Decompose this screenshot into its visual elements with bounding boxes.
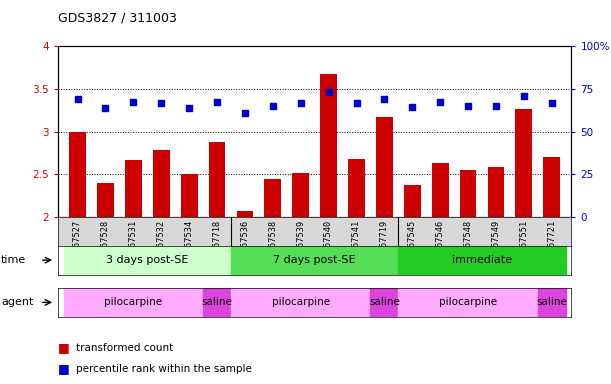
Text: pilocarpine: pilocarpine (104, 297, 163, 308)
Bar (348, 159, 365, 217)
Text: time: time (1, 255, 26, 265)
Bar (459, 170, 477, 217)
Text: pilocarpine: pilocarpine (439, 297, 497, 308)
Bar (69, 131, 86, 217)
Text: GSM367548: GSM367548 (464, 219, 472, 266)
Text: GSM367534: GSM367534 (185, 219, 194, 266)
Text: saline: saline (369, 297, 400, 308)
Bar (64, 288, 203, 317)
Text: GSM367719: GSM367719 (380, 219, 389, 266)
Point (101, 104, 111, 111)
Bar (153, 150, 170, 217)
Text: 3 days post-SE: 3 days post-SE (106, 255, 188, 265)
Bar (432, 163, 448, 217)
Bar (292, 172, 309, 217)
Text: pilocarpine: pilocarpine (272, 297, 330, 308)
Text: GSM367536: GSM367536 (241, 219, 249, 266)
Bar (125, 160, 142, 217)
Bar (97, 183, 114, 217)
Text: GSM367718: GSM367718 (213, 219, 222, 266)
Point (185, 104, 194, 111)
Text: GSM367527: GSM367527 (73, 219, 82, 266)
Point (351, 100, 361, 106)
Bar (209, 142, 225, 217)
Point (435, 99, 445, 105)
Bar (231, 288, 370, 317)
Point (491, 103, 501, 109)
Text: immediate: immediate (452, 255, 512, 265)
Point (240, 110, 250, 116)
Text: saline: saline (202, 297, 232, 308)
Text: GSM367549: GSM367549 (491, 219, 500, 266)
Bar (370, 288, 398, 317)
Point (547, 100, 557, 106)
Text: transformed count: transformed count (76, 343, 174, 353)
Text: GSM367721: GSM367721 (547, 219, 556, 266)
Text: agent: agent (1, 297, 34, 308)
Point (156, 100, 166, 106)
Text: GDS3827 / 311003: GDS3827 / 311003 (58, 12, 177, 25)
Bar (64, 246, 231, 275)
Point (408, 104, 417, 110)
Point (73, 96, 82, 102)
Text: 7 days post-SE: 7 days post-SE (273, 255, 356, 265)
Text: ■: ■ (58, 341, 70, 354)
Point (324, 89, 334, 95)
Bar (236, 211, 254, 217)
Bar (488, 167, 504, 217)
Bar (398, 246, 566, 275)
Bar (398, 288, 538, 317)
Bar (404, 185, 420, 217)
Bar (181, 174, 197, 217)
Bar (265, 179, 281, 217)
Bar (543, 157, 560, 217)
Bar (516, 109, 532, 217)
Bar (376, 117, 393, 217)
Text: percentile rank within the sample: percentile rank within the sample (76, 364, 252, 374)
Text: GSM367538: GSM367538 (268, 219, 277, 266)
Point (463, 103, 473, 109)
Text: GSM367528: GSM367528 (101, 219, 110, 266)
Text: GSM367540: GSM367540 (324, 219, 333, 266)
Text: GSM367532: GSM367532 (157, 219, 166, 266)
Text: ■: ■ (58, 362, 70, 375)
Bar (203, 288, 231, 317)
Bar (231, 246, 398, 275)
Point (128, 99, 138, 105)
Text: GSM367539: GSM367539 (296, 219, 306, 266)
Text: GSM367545: GSM367545 (408, 219, 417, 266)
Text: GSM367546: GSM367546 (436, 219, 445, 266)
Bar (320, 74, 337, 217)
Bar (538, 288, 566, 317)
Text: GSM367541: GSM367541 (352, 219, 361, 266)
Point (379, 96, 389, 102)
Text: GSM367531: GSM367531 (129, 219, 138, 266)
Point (268, 103, 278, 109)
Point (519, 93, 529, 99)
Text: GSM367551: GSM367551 (519, 219, 529, 266)
Point (296, 100, 306, 106)
Point (212, 99, 222, 105)
Text: saline: saline (536, 297, 567, 308)
